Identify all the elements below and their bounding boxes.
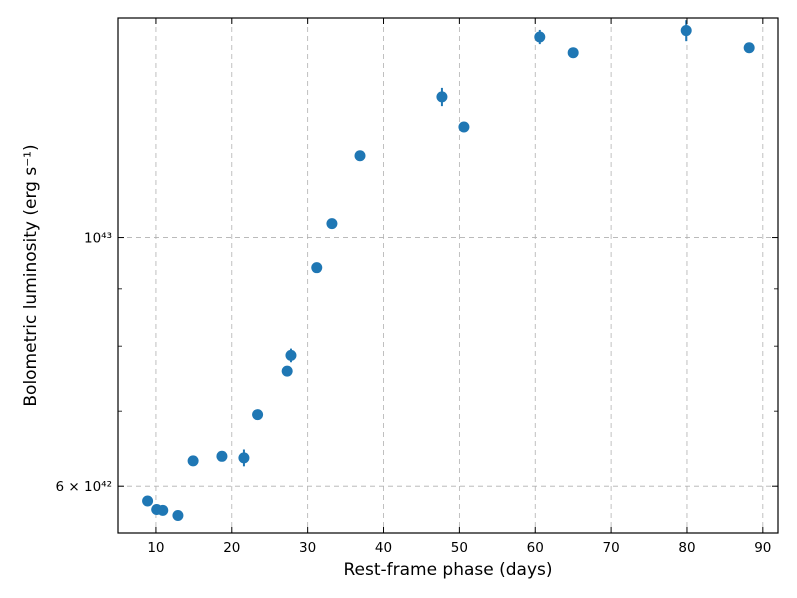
y-axis-label: Bolometric luminosity (erg s⁻¹) — [21, 144, 41, 406]
x-tick-label: 30 — [299, 540, 316, 556]
data-point — [743, 42, 755, 54]
x-tick-label: 40 — [375, 540, 392, 556]
axis-ticks: 10 20 30 40 50 60 70 80 90 6 × 10⁴² 10⁴³ — [56, 18, 778, 556]
data-point — [436, 91, 448, 103]
data-point — [458, 121, 470, 133]
x-axis-label: Rest-frame phase (days) — [343, 560, 552, 580]
data-points — [142, 20, 755, 521]
grid — [118, 18, 778, 533]
data-point — [252, 409, 264, 421]
data-point — [354, 150, 366, 162]
data-point — [567, 47, 579, 59]
data-point — [680, 25, 692, 37]
x-tick-label: 10 — [147, 540, 164, 556]
x-tick-label: 90 — [754, 540, 771, 556]
data-point — [187, 455, 199, 467]
x-tick-label: 50 — [451, 540, 468, 556]
plot-frame — [117, 17, 779, 534]
data-point — [172, 509, 184, 521]
data-point — [142, 495, 154, 507]
x-tick-label: 20 — [223, 540, 240, 556]
x-tick-label: 70 — [603, 540, 620, 556]
data-point — [238, 452, 250, 464]
data-point — [281, 365, 293, 377]
data-point — [285, 349, 297, 361]
x-tick-label: 80 — [678, 540, 695, 556]
y-tick-label: 10⁴³ — [84, 231, 112, 247]
data-point — [216, 450, 228, 462]
data-point — [534, 31, 546, 43]
y-tick-label: 6 × 10⁴² — [56, 479, 113, 495]
data-point — [157, 504, 169, 516]
x-tick-label: 60 — [527, 540, 544, 556]
data-point — [326, 218, 338, 230]
data-point — [311, 262, 323, 274]
